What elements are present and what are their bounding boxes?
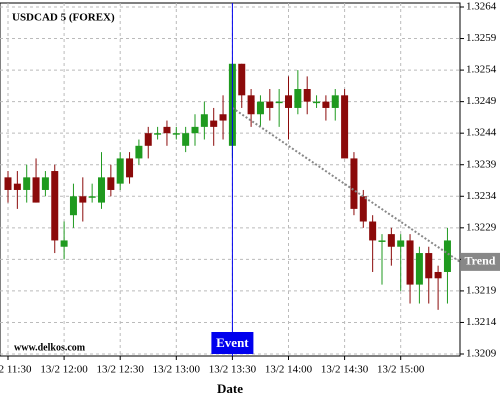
candle-body (172, 133, 180, 135)
candle-body (69, 196, 77, 216)
candle-body (322, 101, 330, 108)
y-tick-label: 1.3259 (466, 32, 497, 44)
plot-area (0, 2, 461, 357)
candle-body (443, 240, 451, 272)
candle-body (359, 196, 367, 222)
event-label-box (211, 332, 254, 354)
candle-body (116, 158, 124, 184)
candle-body (88, 196, 96, 198)
candle-body (107, 177, 115, 190)
candle-body (294, 89, 302, 108)
candle-body (191, 126, 199, 134)
y-tick-label: 1.3234 (466, 190, 497, 202)
candle-body (303, 89, 311, 102)
candle-body (331, 95, 339, 108)
y-tick-label: 1.3244 (466, 127, 497, 139)
candle-body (247, 95, 255, 115)
candle-body (369, 221, 377, 241)
y-tick-label: 1.3249 (466, 95, 497, 107)
candle-body (219, 114, 227, 121)
candle-body (144, 133, 152, 146)
candle-body (256, 101, 264, 115)
candle-body (397, 240, 405, 247)
candle-body (266, 101, 274, 108)
candle-body (79, 196, 87, 203)
y-tick-label: 1.3219 (466, 284, 497, 296)
y-tick-label: 1.3254 (466, 64, 497, 76)
candle-body (350, 158, 358, 209)
candle-body (60, 240, 68, 247)
y-tick-label: 1.3229 (466, 221, 497, 233)
chart-title: USDCAD 5 (FOREX) (12, 12, 115, 24)
x-axis-title: Date (217, 381, 243, 396)
trend-line (231, 107, 461, 263)
candle-body (415, 253, 423, 285)
candle-body (341, 95, 349, 159)
y-tick-label: 1.3209 (466, 348, 497, 360)
x-tick-label: 13/2 11:30 (0, 364, 32, 376)
candle-body (406, 240, 414, 285)
y-tick-label: 1.3264 (466, 1, 497, 13)
y-tick-label: 1.3214 (466, 316, 497, 328)
x-tick-label: 13/2 13:00 (153, 364, 201, 376)
x-tick-label: 13/2 13:30 (209, 364, 257, 376)
x-tick-label: 13/2 14:30 (321, 364, 369, 376)
x-tick-label: 13/2 12:00 (40, 364, 88, 376)
event-label: Event (216, 335, 249, 350)
candle-body (23, 177, 31, 190)
candle-body (387, 234, 395, 247)
trend-label-box (461, 252, 500, 271)
candle-body (51, 171, 59, 241)
candle-body (135, 145, 143, 159)
y-tick-label: 1.3239 (466, 158, 497, 170)
candle-body (200, 114, 208, 127)
candle-body (126, 158, 134, 178)
candle-body (154, 133, 162, 135)
candle-body (238, 63, 246, 96)
candle-body (32, 177, 40, 203)
watermark: www.delkos.com (14, 342, 86, 353)
x-tick-label: 13/2 12:30 (97, 364, 145, 376)
candle-body (275, 101, 283, 104)
candle-body (98, 177, 105, 203)
trend-label: Trend (465, 254, 496, 268)
candle-body (210, 120, 218, 127)
x-tick-label: 13/2 15:00 (377, 364, 425, 376)
candle-body (4, 177, 12, 190)
candle-body (163, 126, 171, 134)
candle-body (182, 133, 190, 146)
candle-body (313, 101, 321, 104)
candle-body (378, 240, 386, 242)
candle-body (434, 271, 442, 279)
candle-body (425, 253, 433, 279)
candle-body (13, 183, 21, 190)
candle-body (41, 177, 49, 190)
x-tick-label: 13/2 14:00 (265, 364, 313, 376)
candle-body (285, 95, 292, 108)
